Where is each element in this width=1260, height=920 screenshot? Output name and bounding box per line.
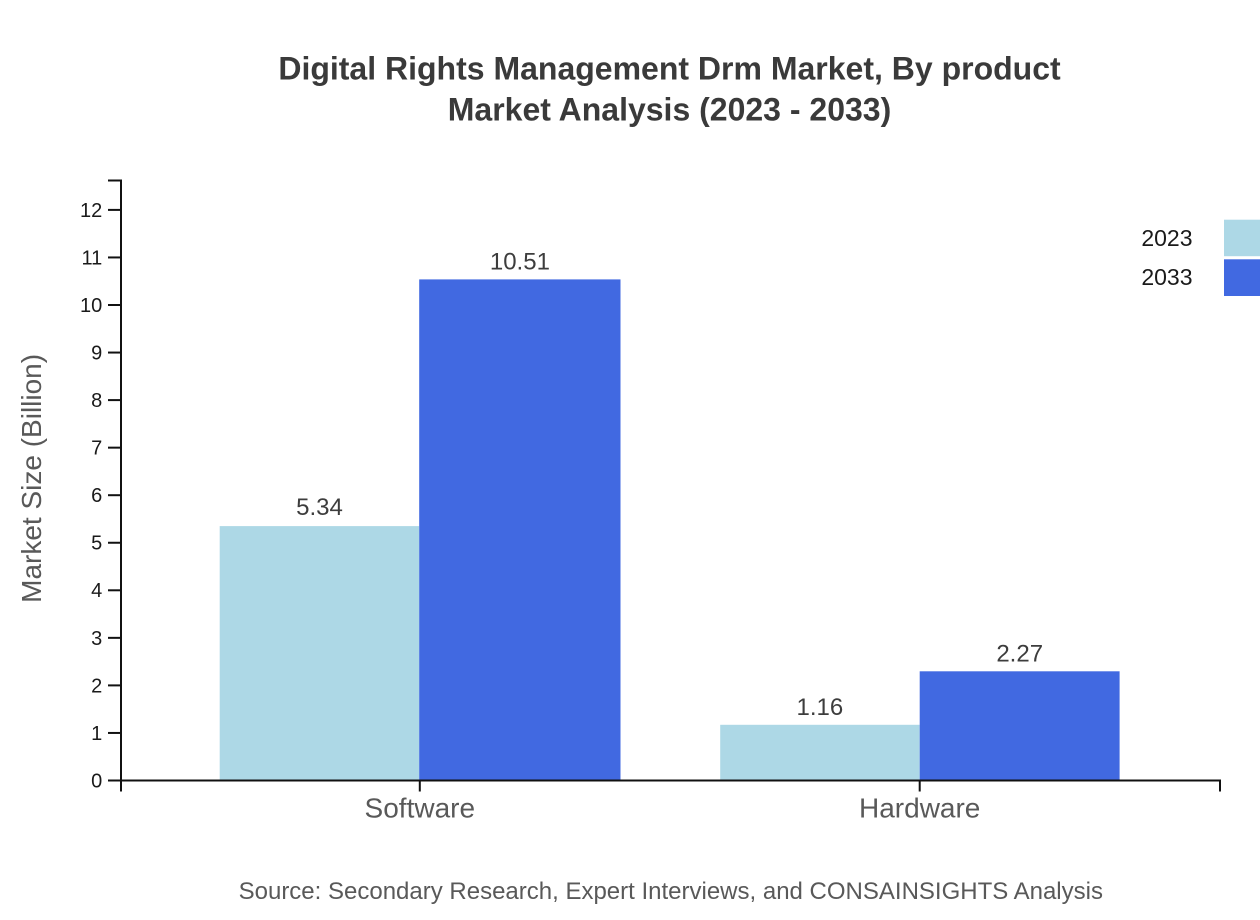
svg-text:0: 0 — [91, 770, 102, 792]
svg-text:5: 5 — [91, 533, 102, 555]
svg-text:2: 2 — [91, 675, 102, 697]
svg-text:1: 1 — [91, 723, 102, 745]
svg-text:Digital Rights Management Drm: Digital Rights Management Drm Market, By… — [278, 51, 1061, 87]
svg-text:2023: 2023 — [1141, 225, 1192, 251]
svg-text:1.16: 1.16 — [797, 694, 844, 721]
svg-text:10.51: 10.51 — [490, 249, 550, 276]
svg-text:3: 3 — [91, 628, 102, 650]
svg-text:11: 11 — [82, 247, 103, 269]
svg-text:Source: Secondary Research, Ex: Source: Secondary Research, Expert Inter… — [239, 878, 1103, 905]
svg-text:4: 4 — [91, 580, 102, 602]
svg-text:Market Analysis (2023 - 2033): Market Analysis (2023 - 2033) — [448, 92, 892, 128]
svg-text:7: 7 — [91, 438, 102, 460]
svg-text:Software: Software — [365, 793, 476, 824]
svg-text:9: 9 — [91, 342, 102, 364]
svg-text:2.27: 2.27 — [996, 641, 1043, 668]
svg-text:2033: 2033 — [1141, 264, 1192, 290]
svg-text:12: 12 — [80, 200, 102, 222]
svg-text:10: 10 — [80, 295, 102, 317]
svg-text:Market Size (Billion): Market Size (Billion) — [16, 354, 47, 603]
svg-text:5.34: 5.34 — [296, 494, 343, 521]
svg-text:Hardware: Hardware — [859, 793, 980, 824]
svg-text:8: 8 — [91, 390, 102, 412]
svg-text:6: 6 — [91, 485, 102, 507]
